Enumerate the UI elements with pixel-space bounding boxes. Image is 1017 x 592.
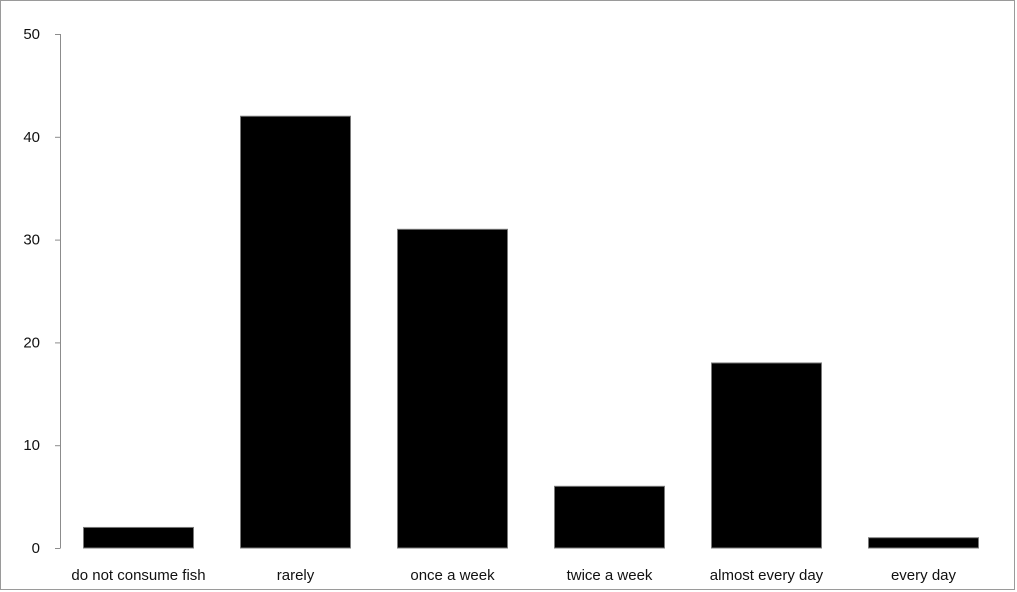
x-category-label: twice a week xyxy=(567,567,653,584)
y-tick-label: 50 xyxy=(23,26,40,43)
bars xyxy=(83,115,979,549)
y-ticks: 0 10 20 30 40 50 xyxy=(23,26,61,557)
bar xyxy=(868,537,979,549)
y-tick-label: 20 xyxy=(23,334,40,351)
bar xyxy=(83,526,194,549)
x-category-label: every day xyxy=(891,567,957,584)
bar xyxy=(240,115,351,549)
x-category-label: rarely xyxy=(277,567,315,584)
y-tick-label: 0 xyxy=(32,540,40,557)
bar xyxy=(397,228,508,549)
bar xyxy=(554,485,665,549)
y-tick-label: 30 xyxy=(23,232,40,249)
y-tick-label: 40 xyxy=(23,129,40,146)
y-tick-label: 10 xyxy=(23,437,40,454)
y-axis: 0 10 20 30 40 50 xyxy=(23,26,61,557)
x-category-label: almost every day xyxy=(710,567,824,584)
x-category-label: do not consume fish xyxy=(71,567,205,584)
bar xyxy=(711,362,822,549)
x-axis-labels: do not consume fish rarely once a week twic… xyxy=(71,567,956,584)
x-category-label: once a week xyxy=(410,567,495,584)
